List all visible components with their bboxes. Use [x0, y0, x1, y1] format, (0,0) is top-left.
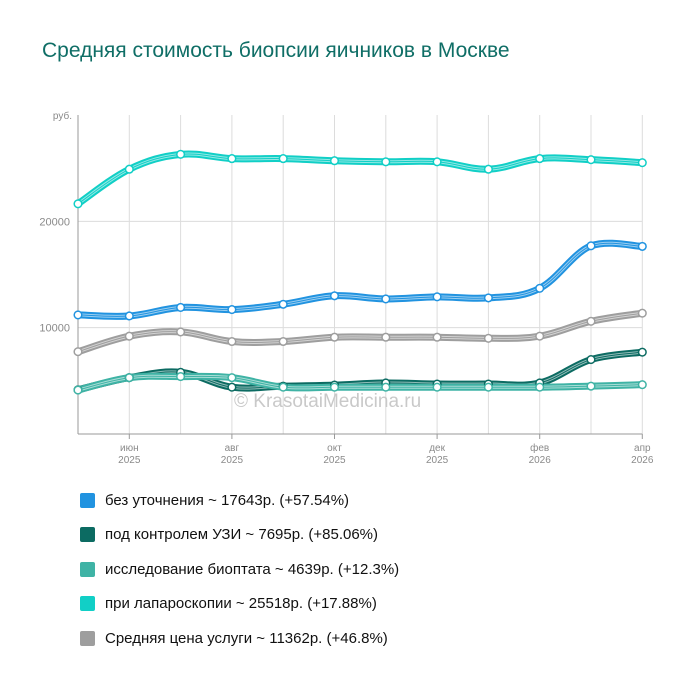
data-point — [73, 385, 83, 395]
y-axis-unit-label: руб. — [53, 110, 72, 122]
data-point — [124, 311, 134, 321]
data-point — [124, 331, 134, 341]
series-line — [74, 309, 646, 356]
series-line — [74, 150, 646, 208]
data-point — [483, 293, 493, 303]
data-points — [73, 149, 647, 395]
data-point — [227, 336, 237, 347]
data-point — [176, 149, 186, 159]
data-point — [278, 299, 288, 309]
data-point — [586, 381, 596, 391]
series-line-stroke — [74, 239, 646, 320]
legend-label: под контролем УЗИ ~ 7695р. (+85.06%) — [105, 526, 379, 544]
data-point — [329, 332, 340, 342]
x-tick-label-month: июн — [120, 443, 139, 454]
y-tick-label: 10000 — [39, 323, 70, 335]
data-point — [73, 199, 83, 209]
legend-swatch-icon — [80, 527, 95, 543]
legend-item[interactable]: Средняя цена услуги ~ 11362р. (+46.8%) — [80, 621, 399, 656]
data-point — [586, 155, 596, 165]
y-tick-label: 20000 — [39, 216, 70, 228]
data-point — [329, 382, 340, 392]
x-tick-label-year: 2025 — [426, 455, 449, 466]
data-point — [432, 292, 442, 302]
data-point — [176, 327, 186, 337]
watermark: © KrasotaiMedicina.ru — [234, 391, 422, 412]
series-line-highlight — [76, 241, 644, 318]
axes — [77, 115, 643, 439]
chart-title: Средняя стоимость биопсии яичников в Мос… — [42, 39, 510, 62]
legend-label: Средняя цена услуги ~ 11362р. (+46.8%) — [105, 629, 388, 647]
data-point — [637, 308, 647, 318]
data-point — [73, 310, 83, 320]
data-point — [176, 302, 186, 313]
data-point — [329, 156, 340, 166]
legend-swatch-icon — [80, 630, 95, 646]
legend-label: без уточнения ~ 17643р. (+57.54%) — [105, 491, 350, 509]
data-point — [227, 373, 237, 383]
x-tick-label-month: апр — [634, 443, 651, 454]
x-tick-label-month: дек — [429, 443, 445, 454]
legend-label: при лапароскопии ~ 25518р. (+17.88%) — [105, 595, 377, 613]
x-tick-label-year: 2025 — [323, 455, 346, 466]
data-point — [227, 382, 237, 392]
data-point — [73, 347, 83, 357]
data-point — [278, 336, 288, 347]
data-point — [535, 382, 545, 392]
x-tick-label-month: окт — [327, 443, 342, 454]
legend-swatch-icon — [80, 596, 95, 612]
data-point — [381, 294, 391, 304]
data-point — [483, 164, 493, 174]
legend-item[interactable]: под контролем УЗИ ~ 7695р. (+85.06%) — [80, 518, 399, 553]
data-point — [278, 382, 288, 392]
data-point — [637, 347, 647, 357]
data-point — [586, 316, 596, 326]
data-point — [637, 241, 647, 251]
data-point — [586, 241, 596, 251]
x-tick-label-month: авг — [225, 443, 240, 454]
data-point — [432, 332, 442, 342]
data-point — [432, 157, 442, 167]
series-line — [74, 239, 646, 320]
tick-labels: руб.1000020000июн2025авг2025окт2025дек20… — [39, 110, 653, 466]
data-point — [483, 382, 493, 392]
x-tick-label-year: 2025 — [118, 455, 141, 466]
data-point — [278, 154, 288, 164]
legend-swatch-icon — [80, 492, 95, 508]
data-point — [381, 332, 391, 342]
series-line-core — [77, 242, 643, 317]
data-point — [432, 382, 442, 392]
data-point — [227, 305, 237, 315]
legend-item[interactable]: исследование биоптата ~ 4639р. (+12.3%) — [80, 552, 399, 587]
x-tick-label-month: фев — [530, 442, 549, 454]
data-point — [329, 291, 340, 301]
series-lines — [74, 150, 646, 394]
legend-item[interactable]: при лапароскопии ~ 25518р. (+17.88%) — [80, 587, 399, 622]
data-point — [535, 331, 545, 341]
data-point — [381, 382, 391, 392]
data-point — [637, 380, 647, 390]
x-tick-label-year: 2026 — [529, 455, 552, 466]
data-point — [535, 283, 545, 293]
data-point — [381, 157, 391, 167]
data-point — [176, 372, 186, 382]
data-point — [124, 164, 134, 174]
data-point — [637, 158, 647, 168]
data-point — [227, 154, 237, 164]
legend: без уточнения ~ 17643р. (+57.54%) под ко… — [80, 483, 399, 656]
data-point — [483, 333, 493, 343]
legend-swatch-icon — [80, 561, 95, 577]
x-tick-label-year: 2026 — [631, 455, 654, 466]
legend-label: исследование биоптата ~ 4639р. (+12.3%) — [105, 560, 400, 578]
data-point — [586, 355, 596, 365]
data-point — [535, 154, 545, 164]
line-chart: руб.1000020000июн2025авг2025окт2025дек20… — [39, 110, 653, 466]
data-point — [124, 373, 134, 383]
legend-item[interactable]: без уточнения ~ 17643р. (+57.54%) — [80, 483, 399, 518]
x-tick-label-year: 2025 — [221, 455, 244, 466]
